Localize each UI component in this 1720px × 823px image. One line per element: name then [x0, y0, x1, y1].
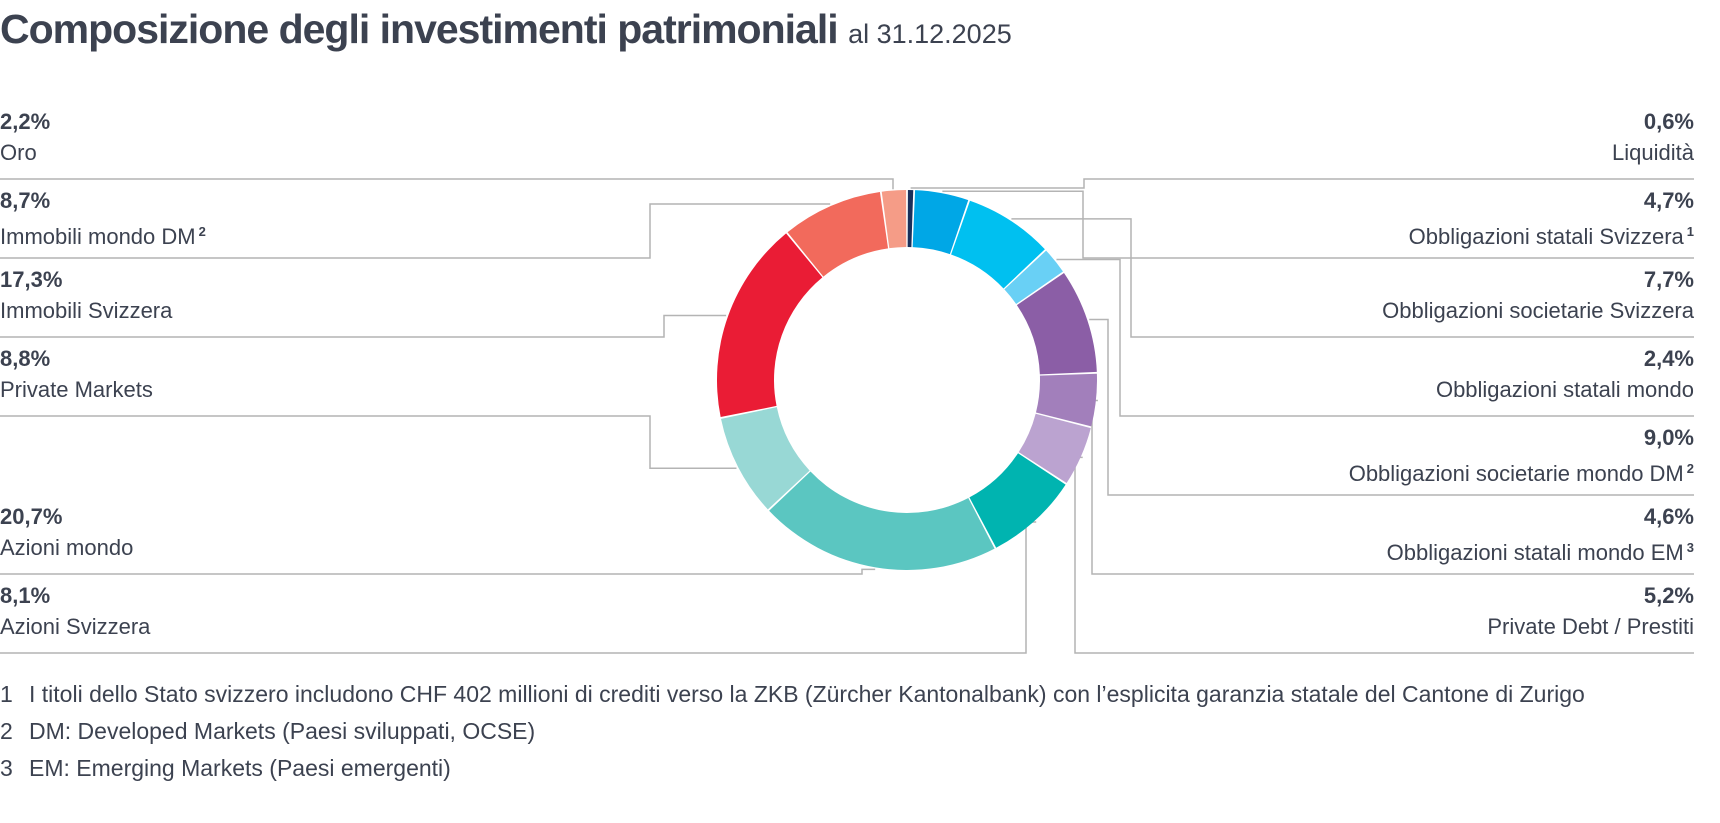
label-obbligazioni-societarie-mondo-dm: 9,0% Obbligazioni societarie mondo DM 2	[1349, 422, 1694, 489]
label-name: Obbligazioni statali mondo EM 3	[1386, 540, 1694, 565]
label-liquidita: 0,6% Liquidità	[1612, 106, 1694, 168]
label-value: 2,2%	[0, 109, 51, 134]
label-name: Private Markets	[0, 377, 153, 402]
footnote-text: DM: Developed Markets (Paesi sviluppati,…	[29, 718, 536, 744]
leader-lines	[0, 178, 1694, 654]
footnote-ref: 3	[1686, 540, 1694, 555]
label-value: 17,3%	[0, 267, 63, 292]
label-name: Oro	[0, 140, 37, 165]
label-name: Private Debt / Prestiti	[1487, 614, 1694, 639]
label-value: 8,1%	[0, 583, 51, 608]
label-immobili-svizzera: 17,3% Immobili Svizzera	[0, 264, 172, 326]
label-obbligazioni-societarie-svizzera: 7,7% Obbligazioni societarie Svizzera	[1382, 264, 1694, 326]
leader-line	[0, 178, 894, 190]
donut-slice	[951, 200, 1045, 289]
donut-slice	[721, 407, 810, 510]
donut-slice	[769, 471, 995, 570]
label-value: 8,8%	[0, 346, 51, 371]
donut-slice	[717, 233, 823, 418]
footnote-number: 2	[0, 718, 13, 744]
label-value: 9,0%	[1643, 425, 1694, 450]
footnotes: 1 I titoli dello Stato svizzero includon…	[0, 676, 1669, 787]
leader-line	[0, 314, 727, 338]
donut-slice	[787, 191, 889, 277]
label-azioni-svizzera: 8,1% Azioni Svizzera	[0, 580, 150, 642]
label-oro: 2,2% Oro	[0, 106, 50, 168]
label-name: Immobili Svizzera	[0, 298, 173, 323]
label-name: Azioni mondo	[0, 535, 134, 560]
footnote-number: 3	[0, 755, 13, 781]
footnote-text: EM: Emerging Markets (Paesi emergenti)	[29, 755, 451, 781]
leader-line	[910, 178, 1694, 189]
label-name: Liquidità	[1612, 140, 1694, 165]
leader-line	[942, 190, 1694, 259]
label-azioni-mondo: 20,7% Azioni mondo	[0, 501, 133, 563]
donut-slice	[881, 190, 907, 249]
donut-slice	[907, 190, 914, 248]
footnote-ref: 2	[198, 224, 206, 239]
label-obbligazioni-statali-mondo: 2,4% Obbligazioni statali mondo	[1436, 343, 1694, 405]
label-value: 2,4%	[1643, 346, 1694, 371]
donut-slice	[1004, 250, 1063, 305]
footnote-2: 2 DM: Developed Markets (Paesi sviluppat…	[0, 713, 1669, 750]
footnote-3: 3 EM: Emerging Markets (Paesi emergenti)	[0, 750, 1669, 787]
footnote-ref: 2	[1686, 461, 1694, 476]
donut-slice	[969, 453, 1066, 548]
footnote-1: 1 I titoli dello Stato svizzero includon…	[0, 676, 1669, 713]
leader-line	[1056, 258, 1694, 417]
chart-date: al 31.12.2025	[848, 19, 1012, 49]
footnote-ref: 1	[1686, 224, 1694, 239]
label-value: 20,7%	[0, 504, 63, 529]
label-name: Obbligazioni societarie mondo DM 2	[1348, 461, 1694, 486]
label-obbligazioni-statali-mondo-em: 4,6% Obbligazioni statali mondo EM 3	[1387, 501, 1694, 568]
chart-title: Composizione degli investimenti patrimon…	[0, 6, 839, 52]
chart-title-block: Composizione degli investimenti patrimon…	[0, 6, 1012, 53]
label-value: 0,6%	[1643, 109, 1694, 134]
footnote-text: I titoli dello Stato svizzero includono …	[29, 681, 1585, 707]
footnote-number: 1	[0, 681, 13, 707]
label-name: Obbligazioni statali Svizzera 1	[1408, 224, 1694, 249]
label-name: Immobili mondo DM 2	[0, 224, 206, 249]
leader-line	[0, 203, 831, 259]
donut-slices	[717, 190, 1098, 570]
label-name: Obbligazioni societarie Svizzera	[1382, 298, 1694, 323]
label-obbligazioni-statali-svizzera: 4,7% Obbligazioni statali Svizzera 1	[1409, 185, 1694, 252]
label-value: 7,7%	[1643, 267, 1694, 292]
label-value: 4,7%	[1643, 188, 1694, 213]
donut-slice	[1016, 272, 1097, 375]
donut-slice	[912, 190, 969, 255]
donut-slice	[1018, 413, 1091, 484]
label-private-debt: 5,2% Private Debt / Prestiti	[1487, 580, 1694, 642]
label-immobili-mondo-dm: 8,7% Immobili mondo DM 2	[0, 185, 206, 252]
leader-line	[1089, 318, 1694, 496]
label-value: 8,7%	[0, 188, 51, 213]
label-name: Azioni Svizzera	[0, 614, 151, 639]
donut-slice	[1035, 373, 1098, 427]
label-value: 4,6%	[1643, 504, 1694, 529]
leader-line	[0, 415, 737, 469]
label-private-markets: 8,8% Private Markets	[0, 343, 153, 405]
leader-line	[1011, 218, 1694, 338]
label-name: Obbligazioni statali mondo	[1435, 377, 1694, 402]
leader-line	[0, 568, 876, 575]
label-value: 5,2%	[1643, 583, 1694, 608]
